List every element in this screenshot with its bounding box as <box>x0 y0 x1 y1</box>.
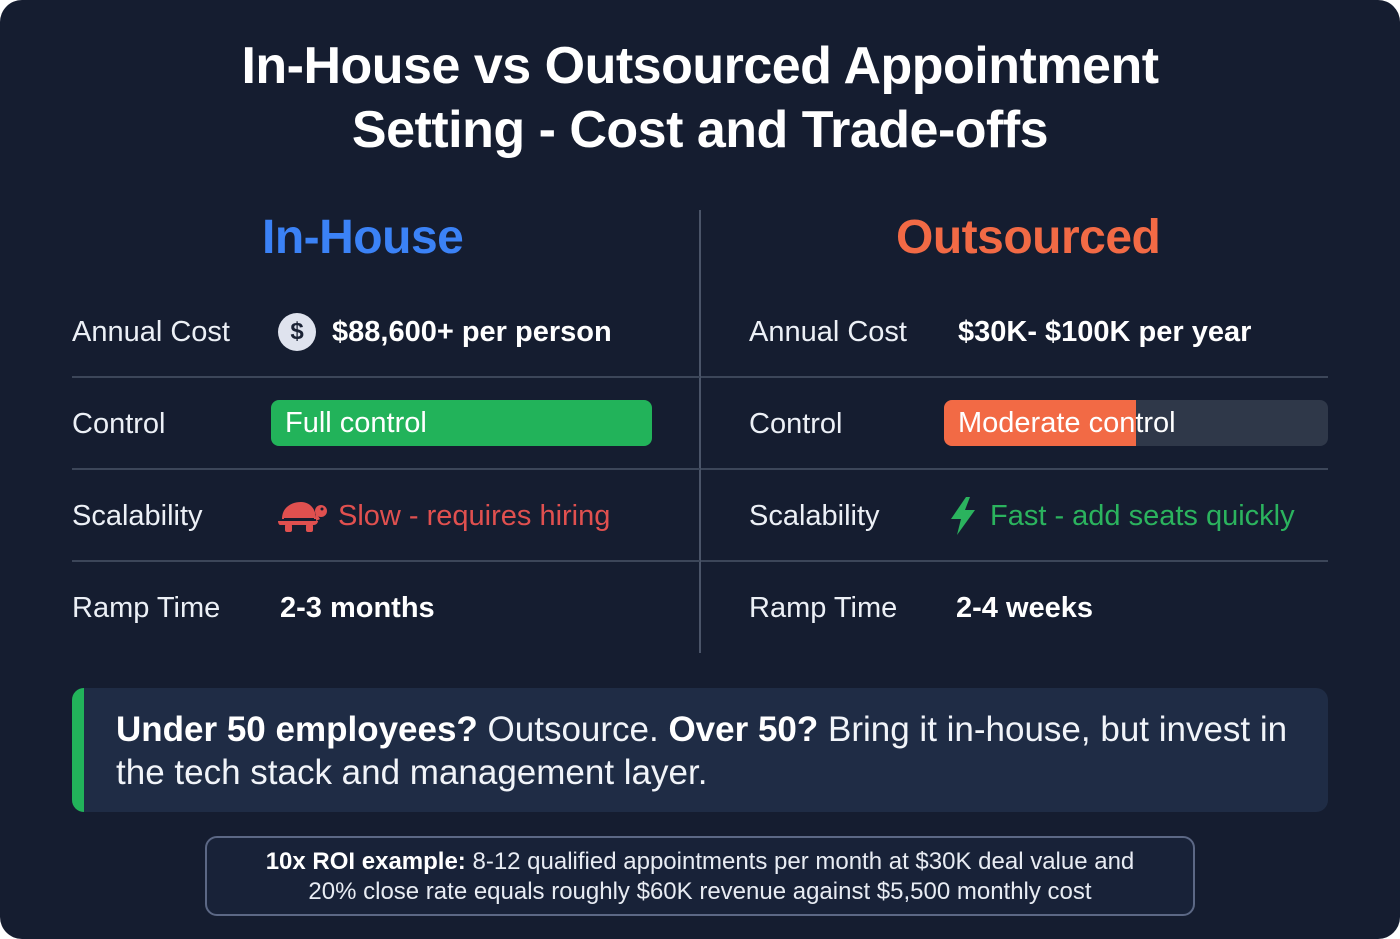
ramp-time-value: 2-4 weeks <box>956 591 1094 624</box>
turtle-icon <box>278 502 327 532</box>
lightning-icon <box>951 497 975 535</box>
row-divider <box>72 376 700 378</box>
row-label: Annual Cost <box>749 315 907 348</box>
outsourced-row-control: Control <box>749 378 1329 470</box>
row-divider <box>701 468 1328 470</box>
in-house-row-ramp-time: Ramp Time 2-3 months <box>72 562 700 654</box>
row-divider <box>72 560 700 562</box>
callout-accent-bar <box>72 688 84 812</box>
outsourced-row-scalability: Scalability Fast - add seats quickly <box>749 470 1369 562</box>
annual-cost-value: $30K- $100K per year <box>958 315 1252 348</box>
ramp-time-value: 2-3 months <box>280 591 435 624</box>
recommendation-callout: Under 50 employees? Outsource. Over 50? … <box>72 688 1328 812</box>
annual-cost-value: $ $88,600+ per person <box>278 313 612 351</box>
page-title: In-House vs Outsourced Appointment Setti… <box>0 34 1400 162</box>
row-divider <box>701 376 1328 378</box>
row-label: Scalability <box>72 499 203 532</box>
control-value: Moderate control <box>958 406 1176 439</box>
row-label: Ramp Time <box>72 591 221 624</box>
scalability-value: Slow - requires hiring <box>276 499 610 533</box>
row-label: Annual Cost <box>72 315 230 348</box>
outsourced-row-ramp-time: Ramp Time 2-4 weeks <box>749 562 1329 654</box>
row-label: Control <box>72 407 166 440</box>
in-house-row-scalability: Scalability Slow - requires hiring <box>72 470 700 562</box>
row-label: Control <box>749 407 843 440</box>
roi-line-1: 10x ROI example: 8-12 qualified appointm… <box>265 848 1135 875</box>
row-label: Scalability <box>749 499 880 532</box>
row-divider <box>72 468 700 470</box>
control-bar-moderate: Moderate control <box>944 400 1328 446</box>
in-house-row-control: Control <box>72 378 700 470</box>
scalability-value: Fast - add seats quickly <box>948 496 1295 536</box>
title-line-2: Setting - Cost and Trade-offs <box>351 101 1049 159</box>
roi-line-2: 20% close rate equals roughly $60K reven… <box>308 878 1092 905</box>
row-divider <box>701 560 1328 562</box>
control-value: Full control <box>285 406 427 439</box>
control-bar-fill <box>944 400 1136 446</box>
roi-example-box: 10x ROI example: 8-12 qualified appointm… <box>205 836 1195 916</box>
column-divider <box>699 210 701 653</box>
in-house-heading: In-House <box>262 211 464 264</box>
control-bar-full: Full control <box>271 400 652 446</box>
row-label: Ramp Time <box>749 591 898 624</box>
outsourced-heading: Outsourced <box>896 211 1161 264</box>
dollar-coin-icon: $ <box>278 313 316 351</box>
callout-text: Under 50 employees? Outsource. Over 50? … <box>116 710 1288 792</box>
title-line-1: In-House vs Outsourced Appointment <box>241 37 1159 95</box>
outsourced-row-annual-cost: Annual Cost $30K- $100K per year <box>749 286 1329 378</box>
in-house-row-annual-cost: Annual Cost $ $88,600+ per person <box>72 286 700 378</box>
